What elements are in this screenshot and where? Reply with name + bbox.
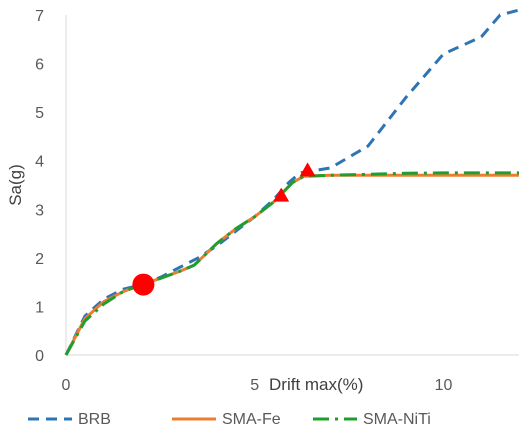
y-axis-title: Sa(g) [6,164,25,206]
triangle-marker [299,162,316,177]
legend-label: BRB [78,411,111,428]
legend-item-brb: BRB [28,411,111,428]
triangle-marker [273,187,290,202]
legend: BRB SMA-Fe SMA-NiTi [28,411,431,428]
y-tick-label: 7 [35,8,44,25]
legend-item-sma-niti: SMA-NiTi [313,411,431,428]
y-tick-label: 0 [35,348,44,365]
plot-area [64,8,520,356]
y-tick-label: 6 [35,57,44,74]
y-tick-label: 4 [35,154,44,171]
legend-label: SMA-Fe [222,411,281,428]
y-tick-labels: 0 1 2 3 4 5 6 7 [35,8,44,365]
y-tick-label: 3 [35,202,44,219]
y-tick-label: 2 [35,251,44,268]
series-line-sma-fe [64,173,519,356]
circle-marker [132,273,155,296]
marker-layer [132,162,316,296]
y-tick-label: 5 [35,105,44,122]
x-tick-label: 10 [435,377,453,394]
x-tick-labels: 0 5 10 [62,377,453,394]
series-line-sma-niti [64,171,519,356]
legend-item-sma-fe: SMA-Fe [172,411,281,428]
x-axis-title: Drift max(%) [269,375,363,394]
x-tick-label: 5 [250,377,259,394]
legend-label: SMA-NiTi [363,411,431,428]
x-tick-label: 0 [62,377,71,394]
y-tick-label: 1 [35,299,44,316]
series-layer [64,8,520,356]
